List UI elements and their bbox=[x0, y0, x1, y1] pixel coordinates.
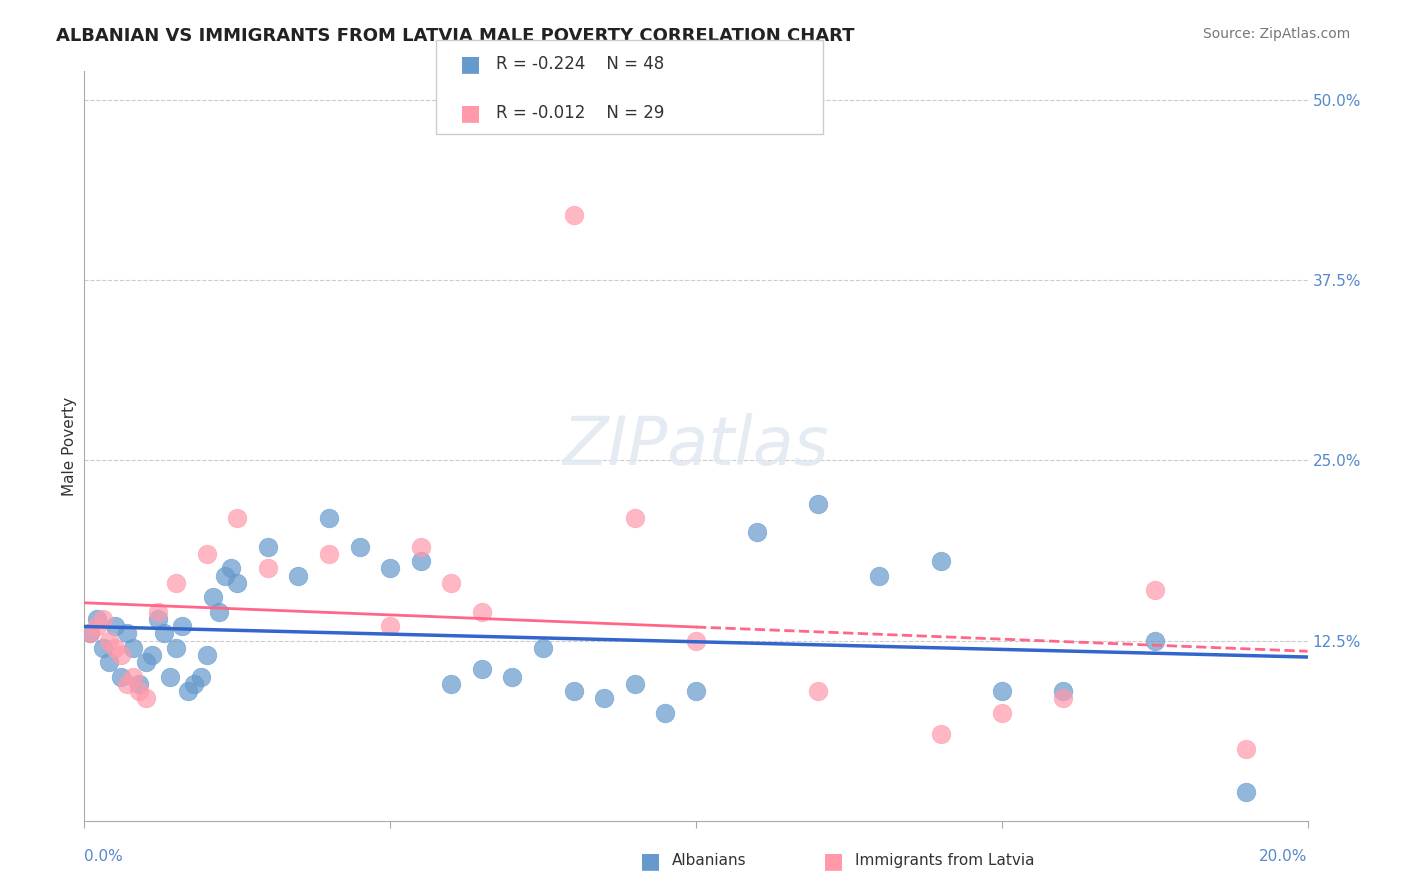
Point bbox=[208, 605, 231, 619]
Point bbox=[195, 547, 218, 561]
Text: ■: ■ bbox=[640, 851, 661, 871]
Point bbox=[349, 540, 371, 554]
Point bbox=[624, 511, 647, 525]
Point bbox=[685, 684, 707, 698]
Point bbox=[257, 561, 280, 575]
Point bbox=[128, 677, 150, 691]
Point bbox=[287, 568, 309, 582]
Point bbox=[409, 540, 432, 554]
Point bbox=[172, 619, 194, 633]
Text: Source: ZipAtlas.com: Source: ZipAtlas.com bbox=[1202, 27, 1350, 41]
Point bbox=[135, 655, 157, 669]
Point bbox=[624, 677, 647, 691]
Point bbox=[562, 684, 585, 698]
Point bbox=[219, 561, 242, 575]
Point bbox=[79, 626, 101, 640]
Point bbox=[929, 554, 952, 568]
Text: 0.0%: 0.0% bbox=[84, 849, 124, 863]
Point bbox=[440, 575, 463, 590]
Point bbox=[177, 684, 200, 698]
Point bbox=[91, 612, 114, 626]
Text: Immigrants from Latvia: Immigrants from Latvia bbox=[855, 854, 1035, 868]
Point bbox=[471, 605, 494, 619]
Point bbox=[97, 655, 120, 669]
Point bbox=[747, 525, 769, 540]
Point bbox=[1236, 741, 1258, 756]
Point bbox=[115, 677, 138, 691]
Point bbox=[214, 568, 236, 582]
Point bbox=[183, 677, 205, 691]
Point bbox=[1052, 691, 1074, 706]
Point bbox=[201, 591, 224, 605]
Point bbox=[195, 648, 218, 662]
Point bbox=[97, 633, 120, 648]
Text: R = -0.224    N = 48: R = -0.224 N = 48 bbox=[496, 55, 665, 73]
Point bbox=[141, 648, 163, 662]
Point bbox=[135, 691, 157, 706]
Point bbox=[122, 669, 145, 683]
Point bbox=[104, 619, 127, 633]
Point bbox=[991, 706, 1014, 720]
Point bbox=[502, 669, 524, 683]
Point bbox=[318, 547, 340, 561]
Point bbox=[104, 640, 127, 655]
Point bbox=[153, 626, 176, 640]
Y-axis label: Male Poverty: Male Poverty bbox=[62, 396, 77, 496]
Point bbox=[1236, 785, 1258, 799]
Text: ZIPatlas: ZIPatlas bbox=[562, 413, 830, 479]
Point bbox=[1143, 633, 1166, 648]
Point bbox=[79, 626, 101, 640]
Point bbox=[159, 669, 181, 683]
Point bbox=[685, 633, 707, 648]
Point bbox=[165, 575, 187, 590]
Point bbox=[440, 677, 463, 691]
Point bbox=[146, 605, 169, 619]
Point bbox=[318, 511, 340, 525]
Point bbox=[165, 640, 187, 655]
Text: Albanians: Albanians bbox=[672, 854, 747, 868]
Point bbox=[531, 640, 554, 655]
Point bbox=[807, 497, 830, 511]
Point bbox=[115, 626, 138, 640]
Point bbox=[86, 619, 108, 633]
Point bbox=[471, 662, 494, 676]
Point bbox=[110, 669, 132, 683]
Point bbox=[409, 554, 432, 568]
Text: ■: ■ bbox=[460, 54, 481, 74]
Text: ALBANIAN VS IMMIGRANTS FROM LATVIA MALE POVERTY CORRELATION CHART: ALBANIAN VS IMMIGRANTS FROM LATVIA MALE … bbox=[56, 27, 855, 45]
Point bbox=[380, 561, 402, 575]
Point bbox=[654, 706, 676, 720]
Point bbox=[91, 640, 114, 655]
Point bbox=[869, 568, 891, 582]
Point bbox=[1143, 583, 1166, 598]
Point bbox=[991, 684, 1014, 698]
Text: ■: ■ bbox=[823, 851, 844, 871]
Point bbox=[380, 619, 402, 633]
Point bbox=[257, 540, 280, 554]
Point bbox=[128, 684, 150, 698]
Point bbox=[146, 612, 169, 626]
Text: ■: ■ bbox=[460, 103, 481, 123]
Point bbox=[593, 691, 616, 706]
Text: R = -0.012    N = 29: R = -0.012 N = 29 bbox=[496, 104, 665, 122]
Point bbox=[807, 684, 830, 698]
Point bbox=[122, 640, 145, 655]
Point bbox=[226, 575, 249, 590]
Point bbox=[86, 612, 108, 626]
Point bbox=[562, 209, 585, 223]
Text: 20.0%: 20.0% bbox=[1260, 849, 1308, 863]
Point bbox=[110, 648, 132, 662]
Point bbox=[190, 669, 212, 683]
Point bbox=[929, 727, 952, 741]
Point bbox=[226, 511, 249, 525]
Point bbox=[1052, 684, 1074, 698]
